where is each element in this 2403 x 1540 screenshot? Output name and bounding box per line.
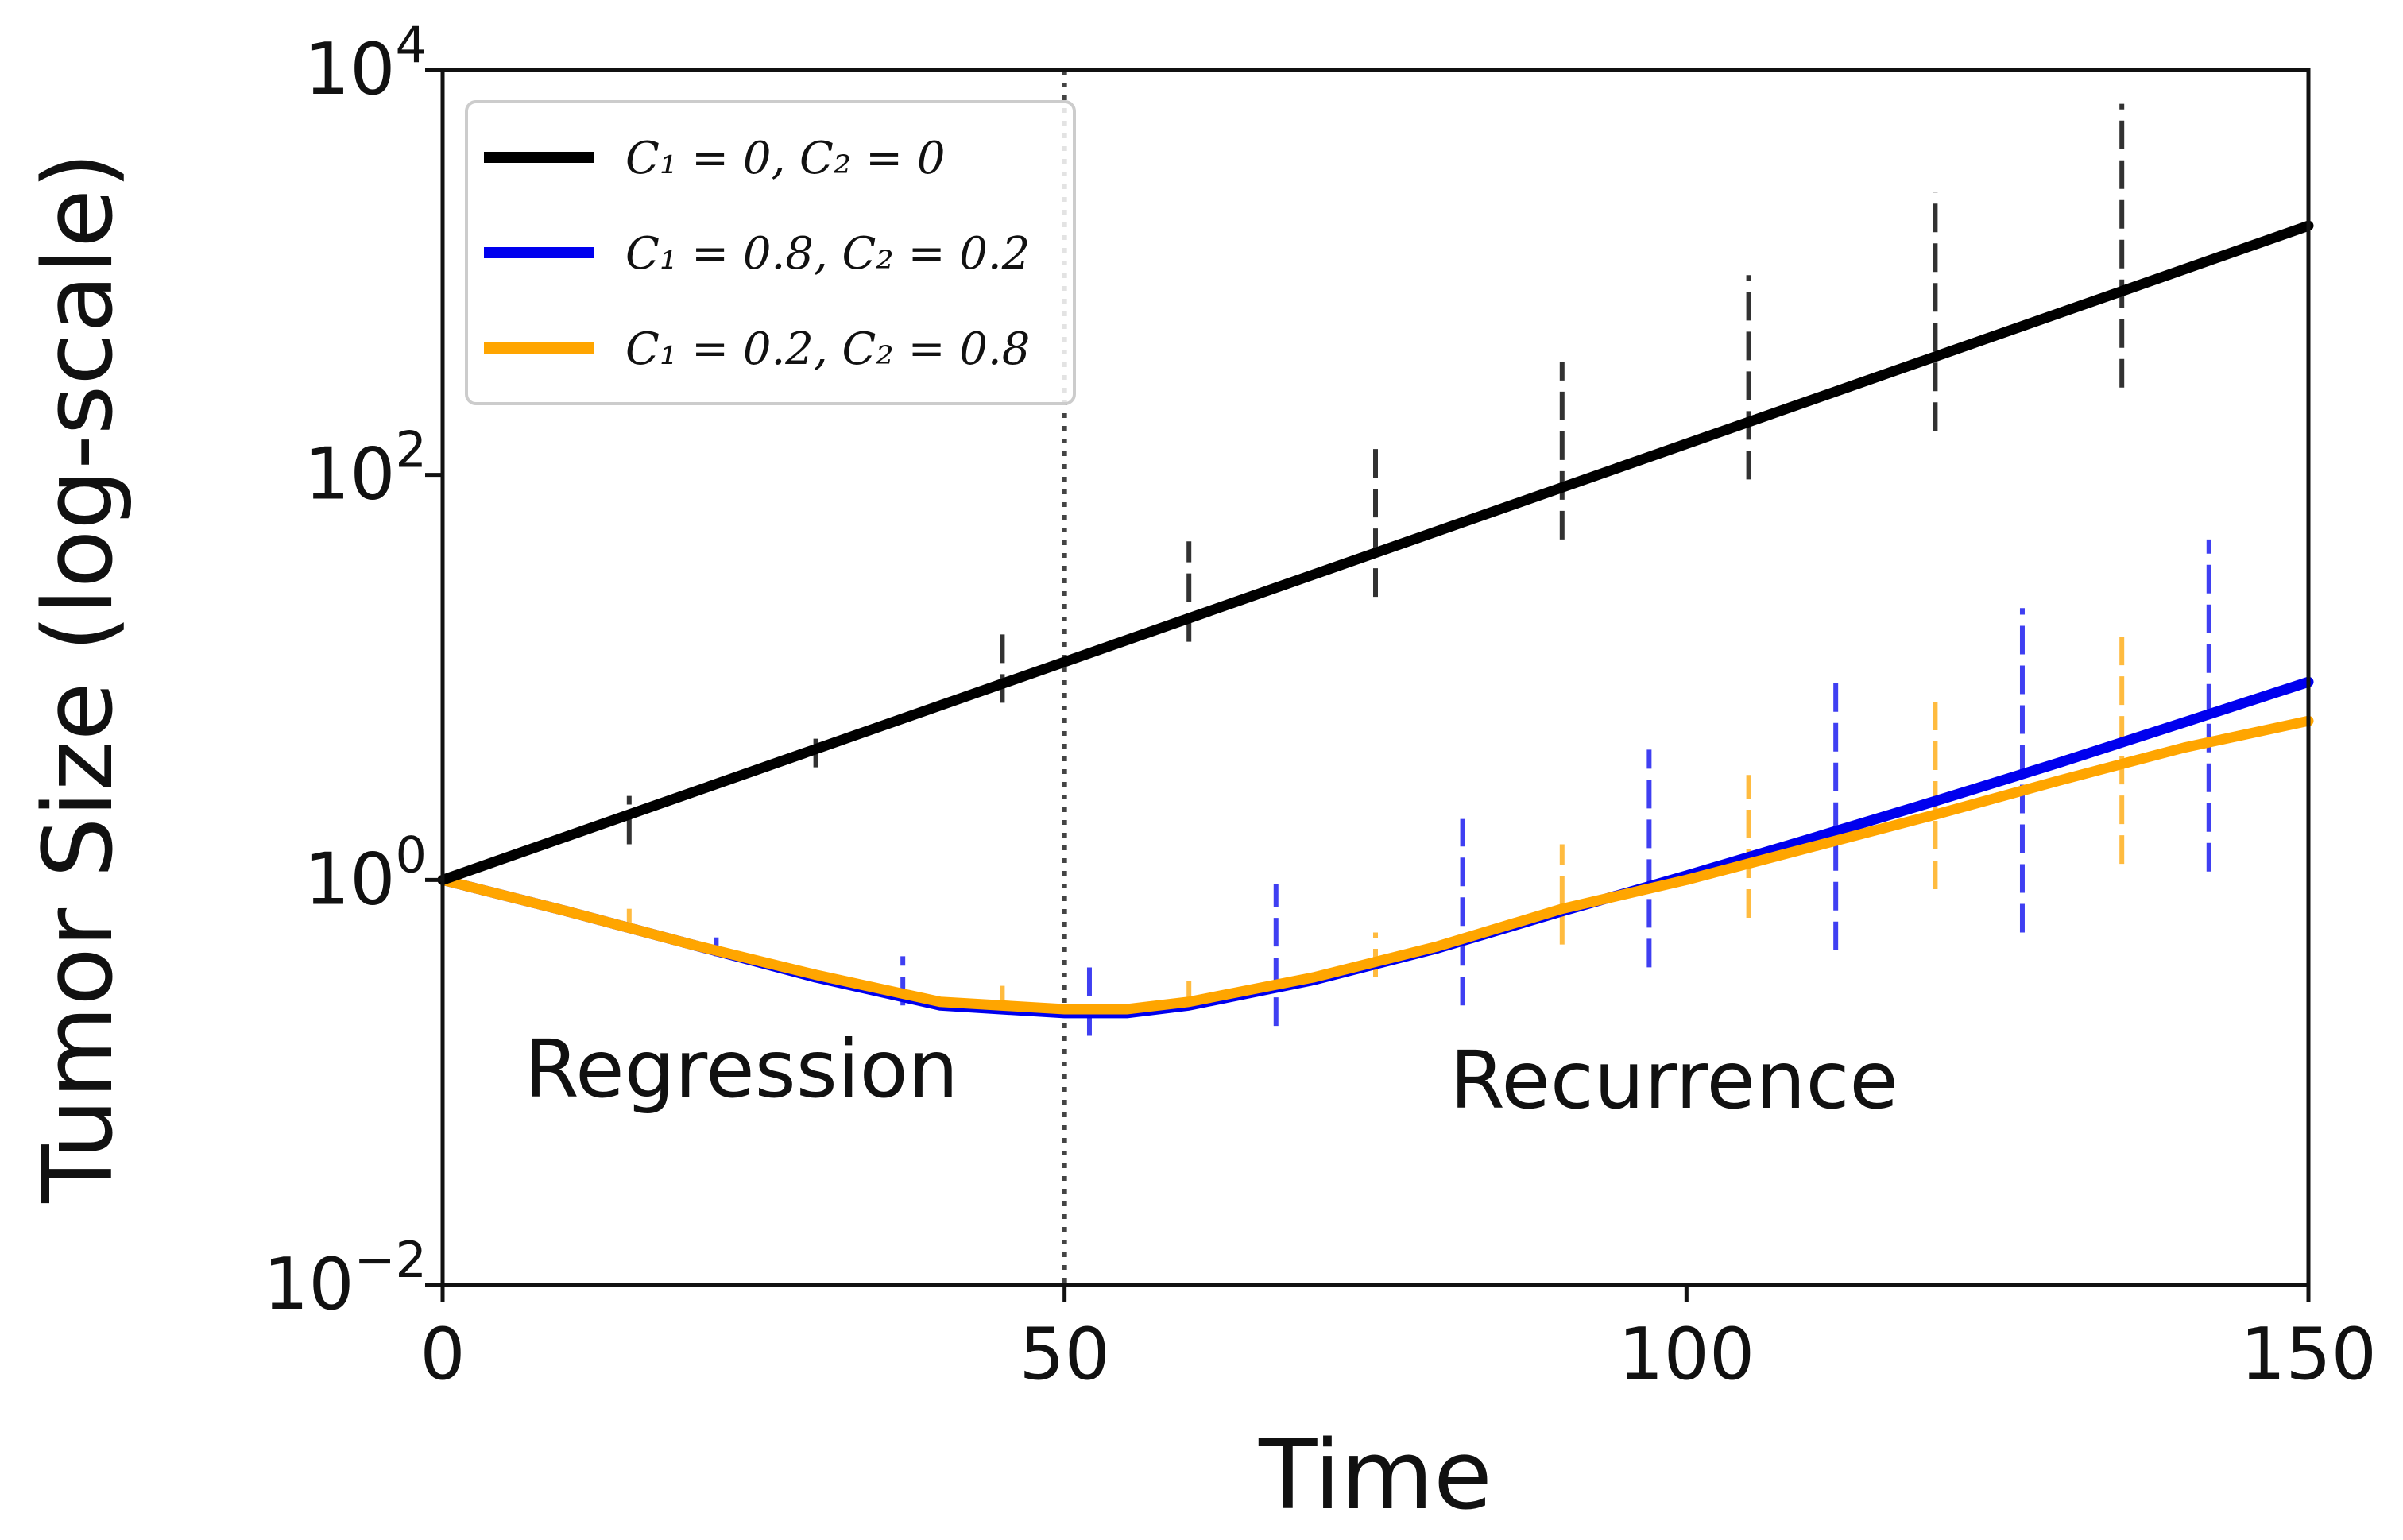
series-line-3 [437, 715, 2314, 1015]
y-tick-label-2: 100 [304, 826, 427, 921]
series-line-1 [437, 220, 2314, 885]
legend-box [465, 100, 1076, 405]
legend-label-3: C₁ = 0.2, C₂ = 0.8 [625, 323, 1030, 375]
x-tick-label-50: 50 [1019, 1313, 1110, 1396]
annotation-recurrence: Recurrence [1449, 1034, 1898, 1127]
y-tick-label-4: 104 [304, 16, 427, 111]
annotation-regression: Regression [524, 1023, 958, 1116]
x-axis-label: Time [1258, 1421, 1492, 1531]
y-tick-label-3: 102 [304, 421, 427, 517]
plot-area-frame [440, 68, 2311, 1287]
y-axis-label: Tumor Size (log-scale) [24, 152, 134, 1203]
x-tick-label-150: 150 [2240, 1313, 2377, 1396]
legend-label-2: C₁ = 0.8, C₂ = 0.2 [625, 228, 1030, 280]
x-tick-label-0: 0 [420, 1313, 465, 1396]
y-tick-label-1: 10−2 [263, 1231, 427, 1326]
legend-label-1: C₁ = 0, C₂ = 0 [625, 133, 946, 184]
x-tick-label-100: 100 [1618, 1313, 1755, 1396]
